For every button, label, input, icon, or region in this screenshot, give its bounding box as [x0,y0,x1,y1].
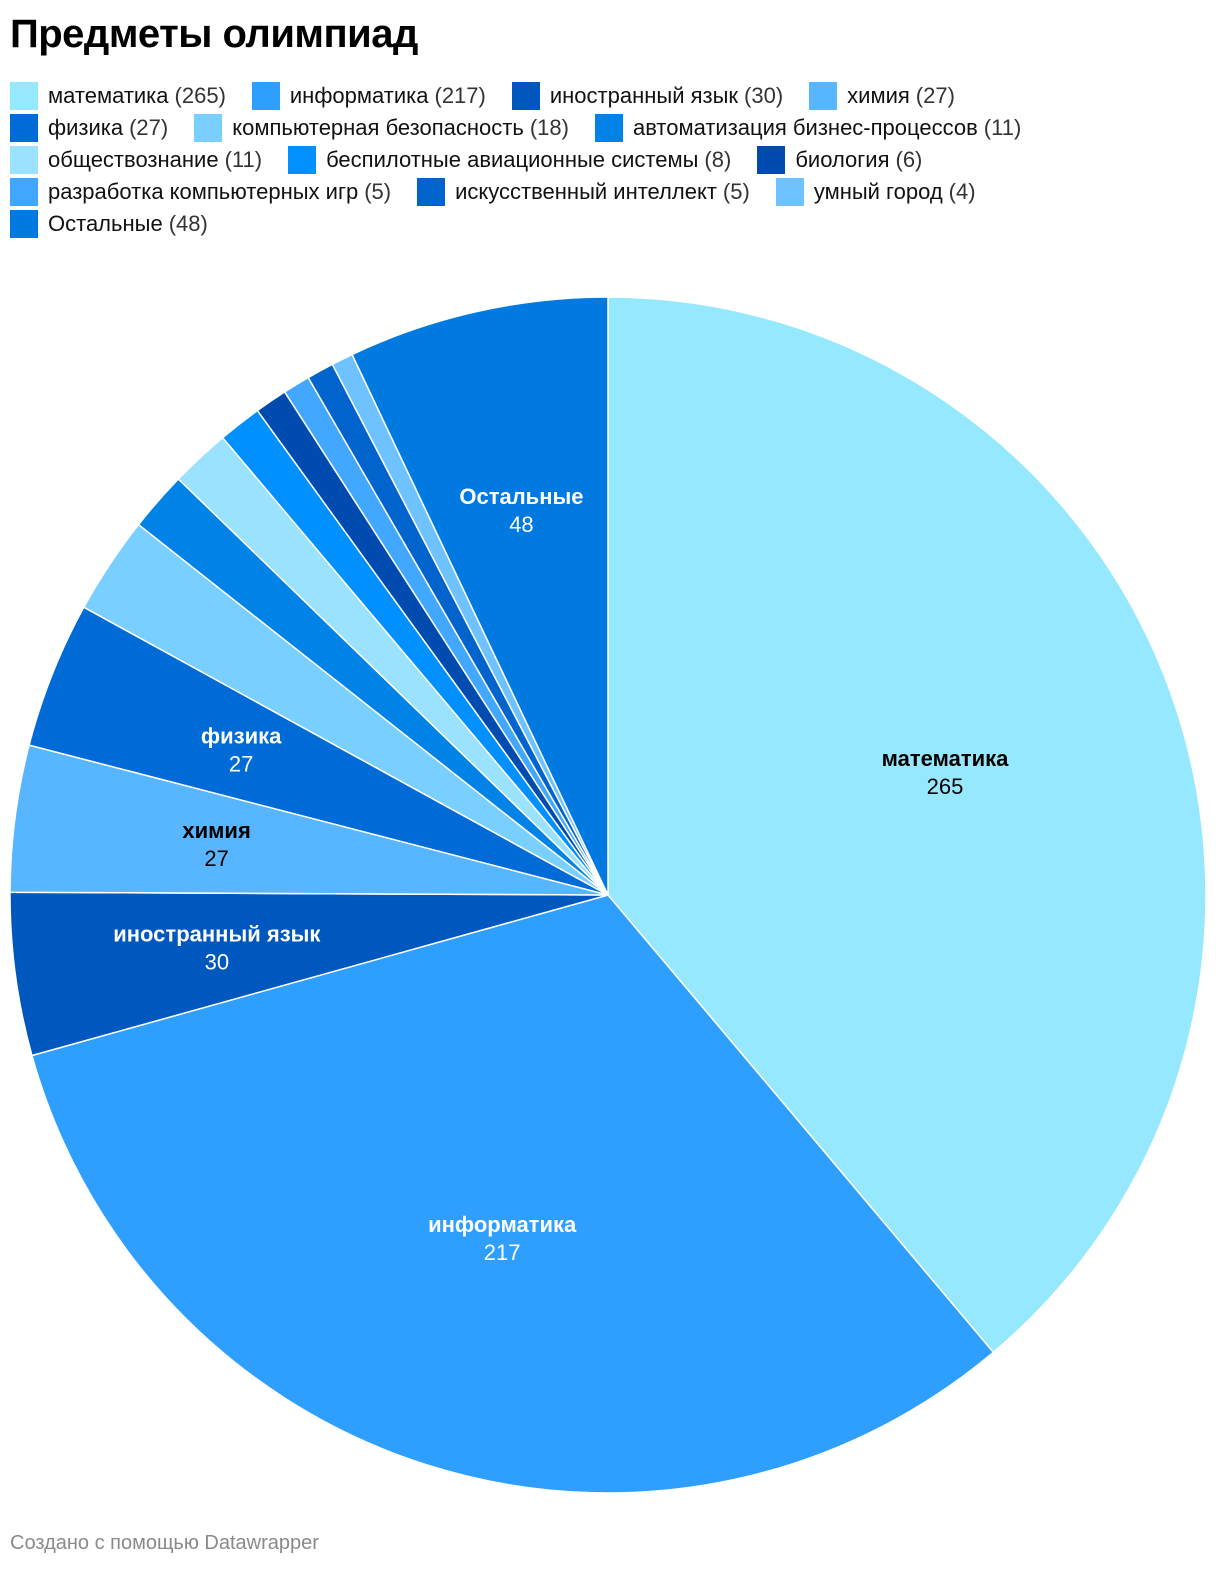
legend-swatch [757,146,786,174]
legend-swatch [511,82,540,110]
legend-label: информатика [289,83,429,108]
pie-slice [9,891,609,1057]
legend-swatch [10,178,38,206]
legend-item: химия (27) [809,82,955,110]
legend-row: физика (27) компьютерная безопасность (18) а… [10,112,1210,144]
footer-credit: Создано с помощью Datawrapper [10,1532,319,1554]
legend-row: математика (265) информатика (217) иностранн… [10,80,1210,112]
legend-count: (48) [168,211,208,236]
legend-row: обществознание (11) беспилотные авиационны… [10,144,1210,176]
slice-label-value: 265 [927,774,964,799]
slice-label-name: иностранный язык [113,922,321,947]
legend-count: (5) [364,179,392,204]
slice-label-value: 27 [229,751,253,776]
legend-swatch [594,114,623,142]
legend-label: разработка компьютерных игр [48,179,359,204]
pie-slices [9,296,1207,1494]
legend-count: (18) [529,115,569,140]
legend-label: беспилотные авиационные системы [326,147,699,172]
legend-item: физика (27) [10,114,168,142]
legend-swatch [10,114,38,142]
legend-swatch [10,82,38,110]
legend-count: (4) [948,179,976,204]
legend-item: беспилотные авиационные системы (8) [288,146,731,174]
legend-swatch [809,82,838,110]
legend-count: (265) [174,83,226,108]
slice-label-name: химия [182,818,250,843]
legend: математика (265) информатика (217) иностранн… [10,80,1210,240]
legend-label: обществознание [48,147,219,172]
slice-label-name: Остальные [459,484,583,509]
legend-count: (217) [434,83,486,108]
legend-item: автоматизация бизнес-процессов (11) [594,114,1022,142]
legend-label: биология [795,147,890,172]
legend-label: физика [48,115,124,140]
legend-count: (8) [704,147,732,172]
legend-label: умный город [813,179,943,204]
legend-label: математика [48,83,169,108]
legend-item: умный город (4) [775,178,976,206]
legend-row: разработка компьютерных игр (5) искусствен… [10,176,1210,208]
slice-label-value: 217 [484,1240,521,1265]
chart-title: Предметы олимпиад [10,12,418,56]
legend-item: разработка компьютерных игр (5) [10,178,391,206]
legend-label: искусственный интеллект [455,179,717,204]
legend-count: (5) [722,179,750,204]
slice-label-value: 48 [509,512,533,537]
legend-count: (27) [915,83,955,108]
legend-swatch [251,82,280,110]
legend-swatch [775,178,804,206]
legend-swatch [288,146,317,174]
legend-item: информатика (217) [251,82,486,110]
legend-item: биология (6) [757,146,922,174]
slice-label-name: математика [882,746,1009,771]
legend-count: (11) [224,147,263,172]
legend-label: химия [847,83,910,108]
legend-swatch [417,178,446,206]
legend-swatch [10,210,38,238]
slice-label-value: 30 [205,950,229,975]
legend-item: компьютерная безопасность (18) [194,114,569,142]
pie-slice [607,296,1207,1354]
slice-label-name: информатика [428,1212,577,1237]
slice-label-name: физика [201,723,282,748]
legend-label: компьютерная безопасность [232,115,524,140]
legend-swatch [194,114,223,142]
slice-label-value: 27 [204,846,228,871]
legend-count: (11) [983,115,1022,140]
pie-slice [351,296,609,896]
pie-labels: математика 265 информатика 217 иностранный я… [113,484,1009,1265]
legend-count: (6) [895,147,923,172]
pie-slice [31,894,995,1494]
legend-label: Остальные [48,211,163,236]
legend-item: математика (265) [10,82,226,110]
legend-item: Остальные (48) [10,210,208,238]
legend-item: иностранный язык (30) [511,82,784,110]
legend-item: обществознание (11) [10,146,262,174]
legend-label: иностранный язык [549,83,739,108]
pie-chart: математика 265 информатика 217 иностранный я… [9,296,1207,1494]
legend-count: (27) [129,115,169,140]
legend-item: искусственный интеллект (5) [417,178,750,206]
legend-swatch [10,146,38,174]
legend-count: (30) [744,83,784,108]
legend-row: Остальные (48) [10,208,1210,240]
legend-label: автоматизация бизнес-процессов [632,115,978,140]
